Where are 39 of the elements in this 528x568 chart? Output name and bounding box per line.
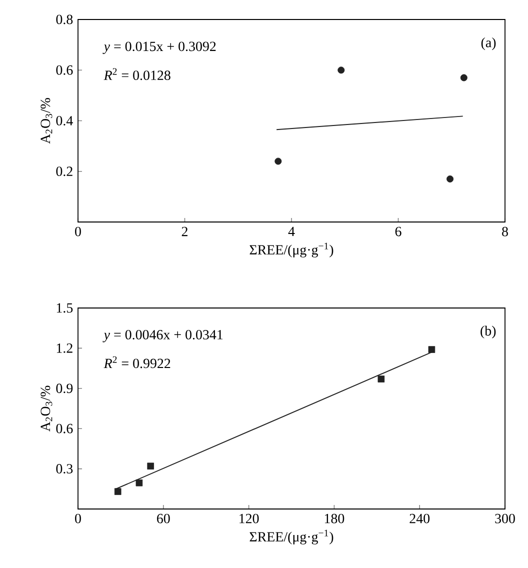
y-tick-label: 0.3: [56, 464, 73, 474]
x-tick-label: 2: [182, 226, 188, 236]
y-tick-label: 0.2: [56, 166, 72, 176]
x-tick-label: 8: [502, 226, 508, 236]
annotation: (a): [481, 37, 496, 50]
annotation: (b): [480, 326, 496, 338]
x-tick-label: 6: [395, 226, 402, 236]
point: [274, 158, 282, 165]
annotation: y = 0.015x + 0.3092: [102, 42, 216, 54]
point: [114, 488, 122, 495]
y-tick-label: 1.5: [56, 303, 73, 313]
y-tick-label: 0.6: [56, 424, 73, 434]
point: [338, 66, 345, 74]
x-tick-label: 300: [495, 514, 515, 524]
x-tick-label: 180: [324, 514, 344, 524]
point: [460, 74, 468, 82]
point: [378, 376, 385, 382]
point: [147, 462, 154, 470]
x-tick-label: 60: [157, 514, 170, 524]
x-tick-label: 0: [75, 514, 81, 524]
y-tick-label: 0.6: [56, 65, 73, 75]
x-tick-label: 120: [240, 514, 259, 524]
y-tick-label: 0.8: [56, 14, 73, 24]
y-tick-label: 1.2: [56, 343, 72, 353]
x-tick-label: 4: [288, 226, 295, 236]
y-tick-label: 0.9: [56, 384, 73, 394]
x-tick-label: 0: [75, 226, 81, 236]
x-axis-title: ΣREE/(μg·g$^{−1}$): [250, 242, 334, 258]
point: [428, 346, 436, 353]
annotation: y = 0.0046x + 0.0341: [102, 330, 223, 342]
y-axis-title: A$_{2}$O$_{3}$/%: [40, 386, 52, 432]
x-tick-label: 240: [410, 514, 430, 524]
annotation: R$^{2}$ = 0.0128: [104, 68, 170, 80]
y-tick-label: 0.4: [56, 116, 73, 126]
point: [446, 175, 454, 182]
y-axis-title: A$_{2}$O$_{3}$/%: [40, 98, 52, 144]
annotation: R$^{2}$ = 0.9922: [104, 356, 170, 368]
point: [136, 479, 143, 486]
x-axis-title: ΣREE/(μg·g$^{−1}$): [250, 530, 334, 544]
